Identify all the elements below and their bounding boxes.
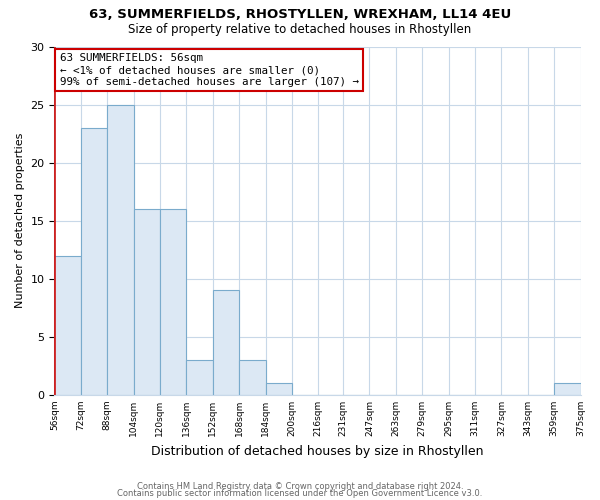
Bar: [239, 360, 266, 395]
Bar: [160, 209, 187, 395]
Text: Contains public sector information licensed under the Open Government Licence v3: Contains public sector information licen…: [118, 489, 482, 498]
Bar: [55, 256, 81, 395]
Text: 63 SUMMERFIELDS: 56sqm
← <1% of detached houses are smaller (0)
99% of semi-deta: 63 SUMMERFIELDS: 56sqm ← <1% of detached…: [59, 54, 359, 86]
Bar: [107, 104, 134, 395]
Bar: [266, 384, 292, 395]
Bar: [134, 209, 160, 395]
Bar: [554, 384, 581, 395]
Text: Size of property relative to detached houses in Rhostyllen: Size of property relative to detached ho…: [128, 22, 472, 36]
Text: 63, SUMMERFIELDS, RHOSTYLLEN, WREXHAM, LL14 4EU: 63, SUMMERFIELDS, RHOSTYLLEN, WREXHAM, L…: [89, 8, 511, 20]
Bar: [213, 290, 239, 395]
Bar: [187, 360, 213, 395]
Y-axis label: Number of detached properties: Number of detached properties: [15, 133, 25, 308]
Bar: [81, 128, 107, 395]
Text: Contains HM Land Registry data © Crown copyright and database right 2024.: Contains HM Land Registry data © Crown c…: [137, 482, 463, 491]
X-axis label: Distribution of detached houses by size in Rhostyllen: Distribution of detached houses by size …: [151, 444, 484, 458]
